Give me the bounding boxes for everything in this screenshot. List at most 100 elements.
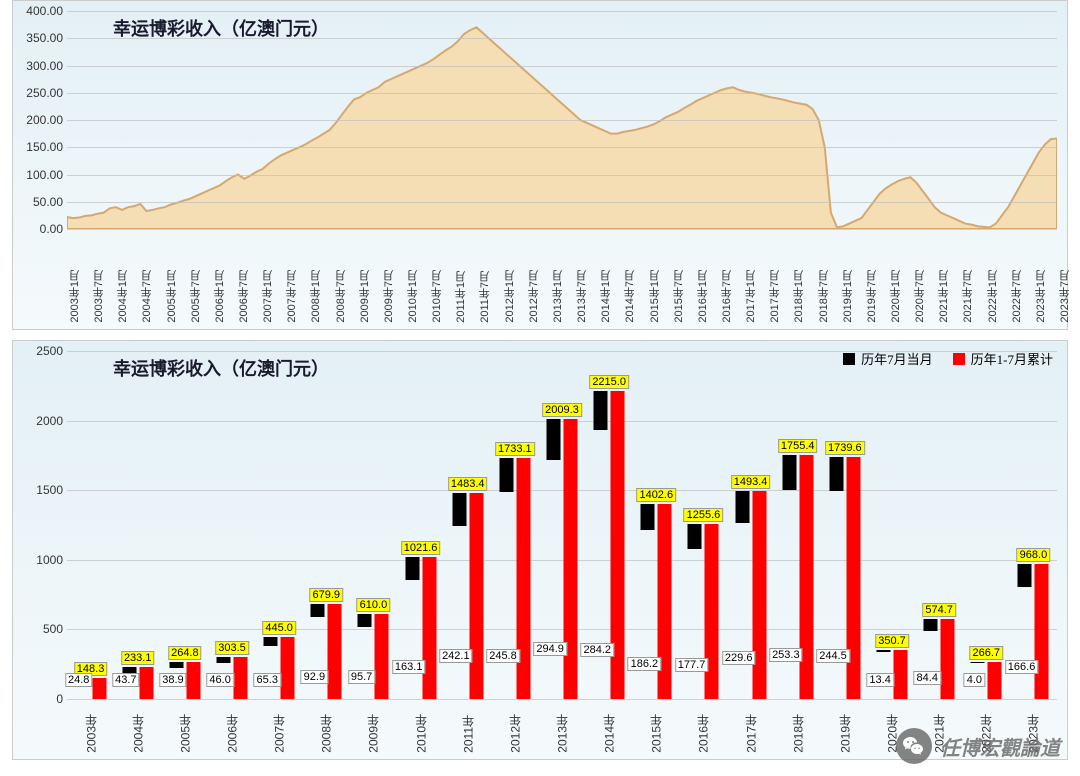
x-tick: 2004年1月 xyxy=(115,270,131,323)
data-label-cumulative: 1755.4 xyxy=(778,439,818,453)
gridline xyxy=(67,147,1057,148)
gridline xyxy=(67,93,1057,94)
x-tick: 2014年7月 xyxy=(622,270,638,323)
x-tick: 2009年 xyxy=(365,714,382,753)
bar-month xyxy=(264,637,278,646)
data-label-cumulative: 1739.6 xyxy=(825,441,865,455)
y-tick: 200.00 xyxy=(26,113,63,127)
data-label-month: 38.9 xyxy=(159,673,186,687)
x-tick: 2014年 xyxy=(601,714,618,753)
bar-group xyxy=(452,493,483,699)
data-label-cumulative: 350.7 xyxy=(875,634,909,648)
data-label-month: 163.1 xyxy=(392,660,426,674)
data-label-cumulative: 2215.0 xyxy=(589,375,629,389)
bar-cumulative xyxy=(799,455,813,699)
bottom-bar-chart: 05001000150020002500 148.324.8233.143.72… xyxy=(12,340,1068,760)
x-tick: 2004年 xyxy=(129,714,146,753)
x-tick: 2006年7月 xyxy=(236,270,252,323)
x-tick: 2017年7月 xyxy=(767,270,783,323)
x-tick: 2022年7月 xyxy=(1009,270,1025,323)
data-label-month: 92.9 xyxy=(301,670,328,684)
x-tick: 2010年1月 xyxy=(405,270,421,323)
data-label-cumulative: 968.0 xyxy=(1017,548,1051,562)
bar-group xyxy=(924,619,955,699)
x-tick: 2018年1月 xyxy=(791,270,807,323)
bar-group xyxy=(499,458,530,699)
bar-month xyxy=(169,662,183,667)
data-label-cumulative: 1733.1 xyxy=(495,442,535,456)
data-label-month: 4.0 xyxy=(964,673,985,687)
top-chart-title: 幸运博彩收入（亿澳门元） xyxy=(113,15,329,41)
y-tick: 1000 xyxy=(36,553,63,567)
bar-group xyxy=(782,455,813,699)
data-label-cumulative: 1021.6 xyxy=(401,541,441,555)
x-tick: 2018年7月 xyxy=(816,270,832,323)
bar-month xyxy=(217,657,231,663)
watermark: 任博宏觀論道 xyxy=(896,728,1060,764)
x-tick: 2013年7月 xyxy=(574,270,590,323)
x-tick: 2007年1月 xyxy=(260,270,276,323)
data-label-cumulative: 445.0 xyxy=(262,621,296,635)
bar-cumulative xyxy=(1035,564,1049,699)
x-tick: 2005年 xyxy=(176,714,193,753)
bar-group xyxy=(735,491,766,699)
data-label-month: 65.3 xyxy=(254,673,281,687)
x-tick: 2015年7月 xyxy=(671,270,687,323)
data-label-month: 43.7 xyxy=(112,673,139,687)
data-label-month: 294.9 xyxy=(533,642,567,656)
x-tick: 2020年1月 xyxy=(888,270,904,323)
x-tick: 2014年1月 xyxy=(598,270,614,323)
gridline xyxy=(67,11,1057,12)
x-tick: 2021年1月 xyxy=(936,270,952,323)
x-tick: 2013年 xyxy=(554,714,571,753)
y-tick: 150.00 xyxy=(26,140,63,154)
bar-group xyxy=(547,419,578,699)
y-tick: 1500 xyxy=(36,483,63,497)
bar-cumulative xyxy=(186,662,200,699)
gridline xyxy=(67,120,1057,121)
bar-month xyxy=(877,650,891,652)
bar-cumulative xyxy=(941,619,955,699)
bar-month xyxy=(924,619,938,631)
y-tick: 0 xyxy=(56,692,63,706)
data-label-cumulative: 264.8 xyxy=(168,646,202,660)
legend: 历年7月当月历年1-7月累计 xyxy=(843,349,1053,368)
bar-cumulative xyxy=(375,614,389,699)
data-label-month: 46.0 xyxy=(206,673,233,687)
bar-month xyxy=(1018,564,1032,587)
bar-month xyxy=(311,604,325,617)
gridline xyxy=(67,175,1057,176)
bar-cumulative xyxy=(139,667,153,699)
top-plot-area xyxy=(67,11,1057,229)
y-tick: 500 xyxy=(43,622,63,636)
bottom-plot-area: 148.324.8233.143.7264.838.9303.546.0445.… xyxy=(67,351,1057,699)
x-tick: 2012年7月 xyxy=(526,270,542,323)
bar-month xyxy=(641,504,655,530)
bar-cumulative xyxy=(469,493,483,699)
bar-month xyxy=(452,493,466,527)
x-tick: 2011年7月 xyxy=(477,271,493,323)
legend-swatch xyxy=(843,353,855,365)
legend-label: 历年7月当月 xyxy=(861,349,933,368)
data-label-month: 244.5 xyxy=(816,649,850,663)
x-tick: 2009年1月 xyxy=(357,270,373,323)
data-label-cumulative: 1402.6 xyxy=(636,488,676,502)
data-label-month: 284.2 xyxy=(580,643,614,657)
bar-cumulative xyxy=(328,604,342,699)
x-tick: 2005年7月 xyxy=(188,270,204,323)
wechat-icon xyxy=(896,728,932,764)
x-tick: 2022年1月 xyxy=(985,270,1001,323)
bar-month xyxy=(971,662,985,663)
bar-group xyxy=(1018,564,1049,699)
x-tick: 2012年1月 xyxy=(502,270,518,323)
x-tick: 2019年7月 xyxy=(864,270,880,323)
bottom-y-axis: 05001000150020002500 xyxy=(13,351,67,699)
data-label-month: 229.6 xyxy=(722,651,756,665)
bar-month xyxy=(405,557,419,580)
y-tick: 2000 xyxy=(36,414,63,428)
bar-cumulative xyxy=(988,662,1002,699)
y-tick: 50.00 xyxy=(33,195,63,209)
y-tick: 100.00 xyxy=(26,168,63,182)
bar-cumulative xyxy=(516,458,530,699)
data-label-month: 95.7 xyxy=(348,670,375,684)
